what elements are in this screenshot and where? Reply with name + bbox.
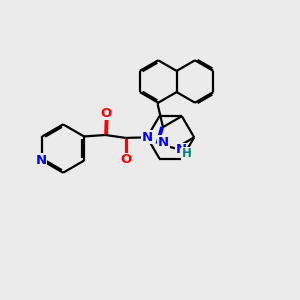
Text: N: N bbox=[176, 143, 187, 156]
Text: O: O bbox=[120, 153, 131, 166]
Text: N: N bbox=[35, 154, 46, 167]
Text: N: N bbox=[142, 131, 153, 144]
Text: O: O bbox=[100, 107, 112, 120]
Text: H: H bbox=[182, 147, 191, 160]
Text: N: N bbox=[158, 136, 169, 149]
